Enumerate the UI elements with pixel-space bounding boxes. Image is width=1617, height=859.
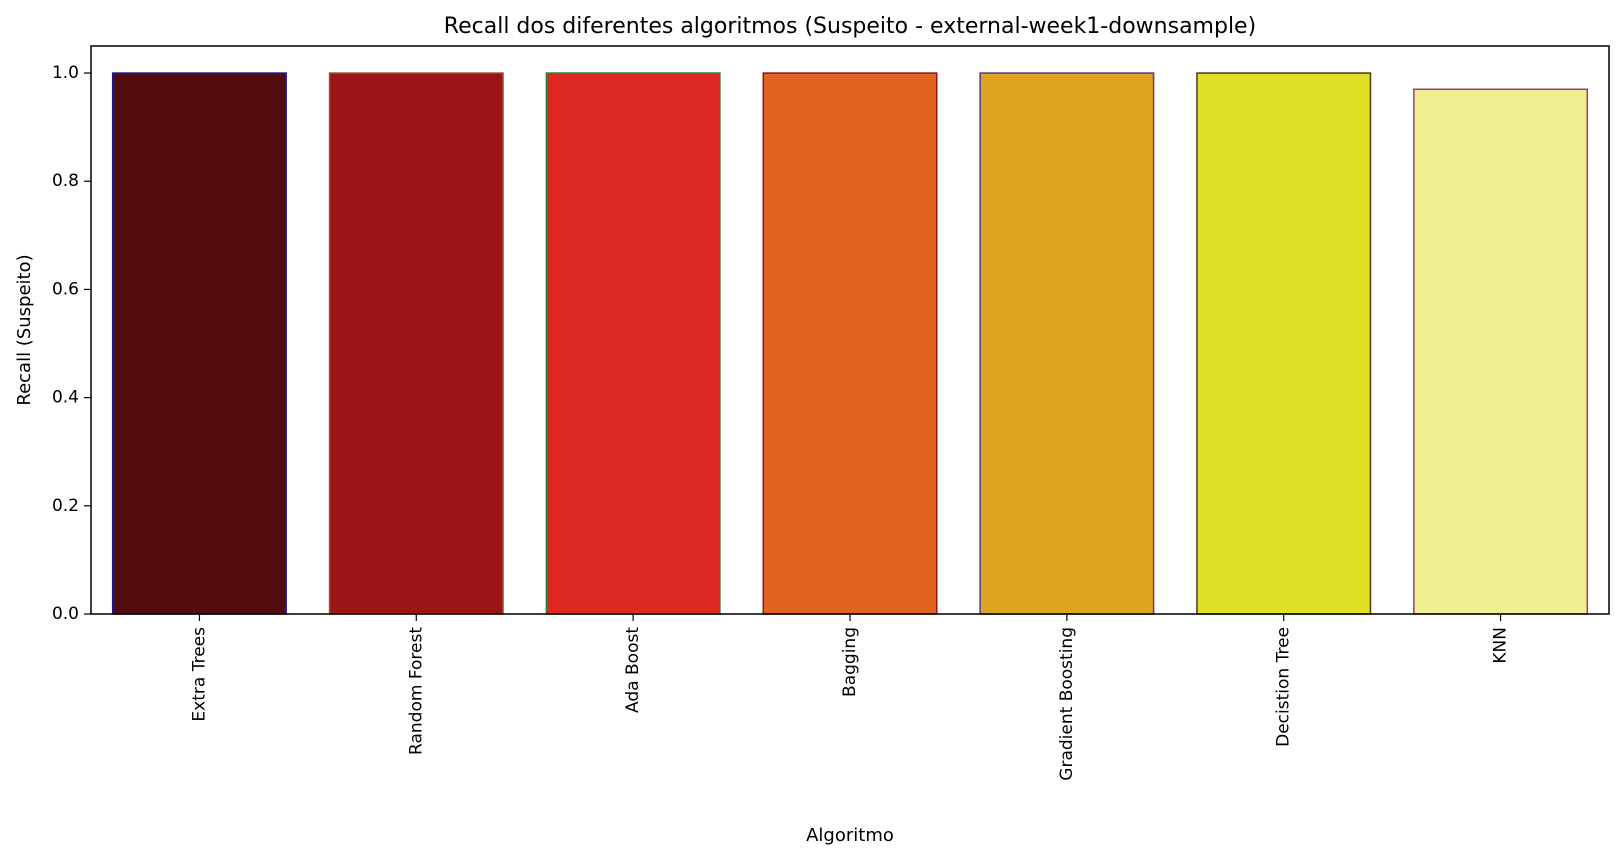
y-tick-label: 0.2 (52, 496, 79, 516)
bar-bagging (762, 72, 938, 615)
bar-ada-boost (545, 72, 721, 615)
bar-knn (1413, 88, 1589, 615)
plot-frame (90, 45, 1610, 615)
x-axis-ticks: Extra Trees Random Forest Ada Boost Bagging… (189, 614, 1511, 781)
y-tick-label: 0.0 (52, 604, 79, 624)
y-tick-label: 0.4 (52, 388, 79, 408)
y-tick-label: 0.8 (52, 171, 79, 191)
x-tick-label: Bagging (840, 627, 860, 697)
x-tick-label: Extra Trees (189, 627, 209, 722)
chart-title: Recall dos diferentes algoritmos (Suspei… (444, 14, 1256, 39)
y-axis-ticks: 0.0 0.2 0.4 0.6 0.8 1.0 (52, 63, 91, 624)
x-tick-label: Decistion Tree (1274, 627, 1294, 747)
x-axis-label: Algoritmo (806, 825, 894, 846)
bar-random-forest (328, 72, 504, 615)
bar-decistion-tree (1196, 72, 1372, 615)
y-tick-label: 0.6 (52, 279, 79, 299)
bar-gradient-boosting (979, 72, 1155, 615)
x-tick-label: Random Forest (406, 627, 426, 755)
x-tick-label: Ada Boost (623, 627, 643, 713)
x-tick-label: KNN (1491, 627, 1511, 664)
bar-extra-trees (111, 72, 287, 615)
y-axis-label: Recall (Suspeito) (14, 254, 35, 405)
x-tick-label: Gradient Boosting (1057, 627, 1077, 781)
bars-group (111, 72, 1589, 615)
y-tick-label: 1.0 (52, 63, 79, 83)
